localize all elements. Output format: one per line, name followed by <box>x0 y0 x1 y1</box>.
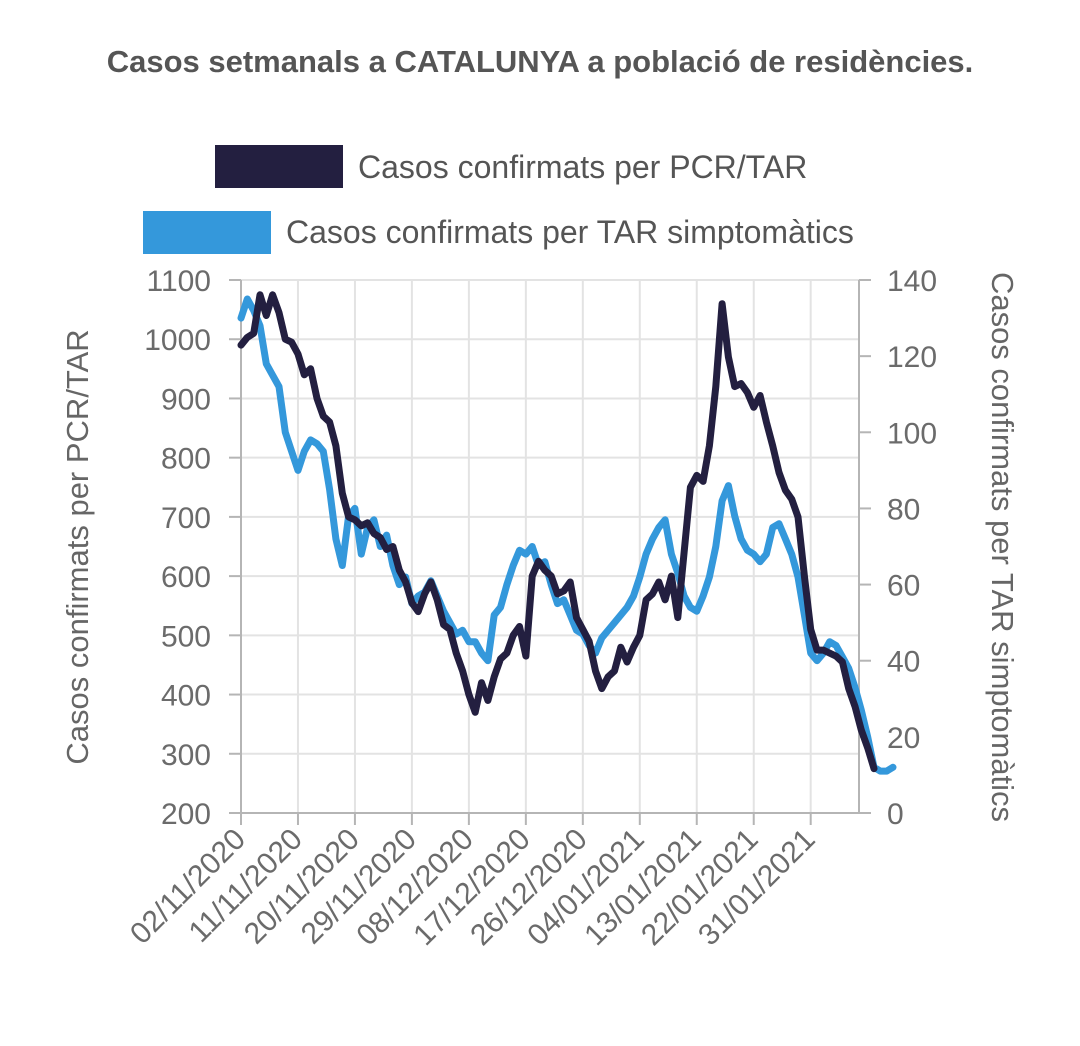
y-left-tick-label: 800 <box>161 443 211 476</box>
y-axis-left-title: Casos confirmats per PCR/TAR <box>60 329 95 764</box>
series-lines <box>237 291 897 775</box>
y-right-tick-label: 20 <box>887 722 920 755</box>
y-right-tick-label: 60 <box>887 570 920 603</box>
legend-swatch-pcr-tar <box>215 145 343 188</box>
y-left-tick-label: 1100 <box>146 265 211 298</box>
y-left-tick-label: 1000 <box>144 324 211 357</box>
y-left-tick-label: 200 <box>161 798 211 831</box>
series-line-pcr-tar <box>237 291 878 773</box>
legend-swatch-tar-simptomatics <box>143 211 271 254</box>
y-left-tick-label: 500 <box>161 620 211 653</box>
chart-title: Casos setmanals a CATALUNYA a població d… <box>106 44 974 79</box>
y-right-tick-label: 140 <box>887 265 937 298</box>
y-right-tick-label: 80 <box>887 493 920 526</box>
series-line-tar-simptomatics <box>237 295 897 775</box>
legend: Casos confirmats per PCR/TAR Casos confi… <box>143 145 854 254</box>
y-left-tick-label: 400 <box>161 680 211 713</box>
y-left-tick-label: 300 <box>161 739 211 772</box>
y-axis-right-title: Casos confirmats per TAR simptomàtics <box>985 272 1020 822</box>
y-left-tick-label: 900 <box>161 383 211 416</box>
legend-label-tar-simptomatics: Casos confirmats per TAR simptomàtics <box>286 214 854 250</box>
y-right-tick-label: 120 <box>887 341 937 374</box>
y-right-tick-label: 0 <box>887 798 904 831</box>
legend-label-pcr-tar: Casos confirmats per PCR/TAR <box>358 149 807 185</box>
y-left-tick-label: 600 <box>161 561 211 594</box>
y-right-tick-label: 100 <box>887 417 937 450</box>
y-right-tick-label: 40 <box>887 646 920 679</box>
y-left-tick-label: 700 <box>161 502 211 535</box>
